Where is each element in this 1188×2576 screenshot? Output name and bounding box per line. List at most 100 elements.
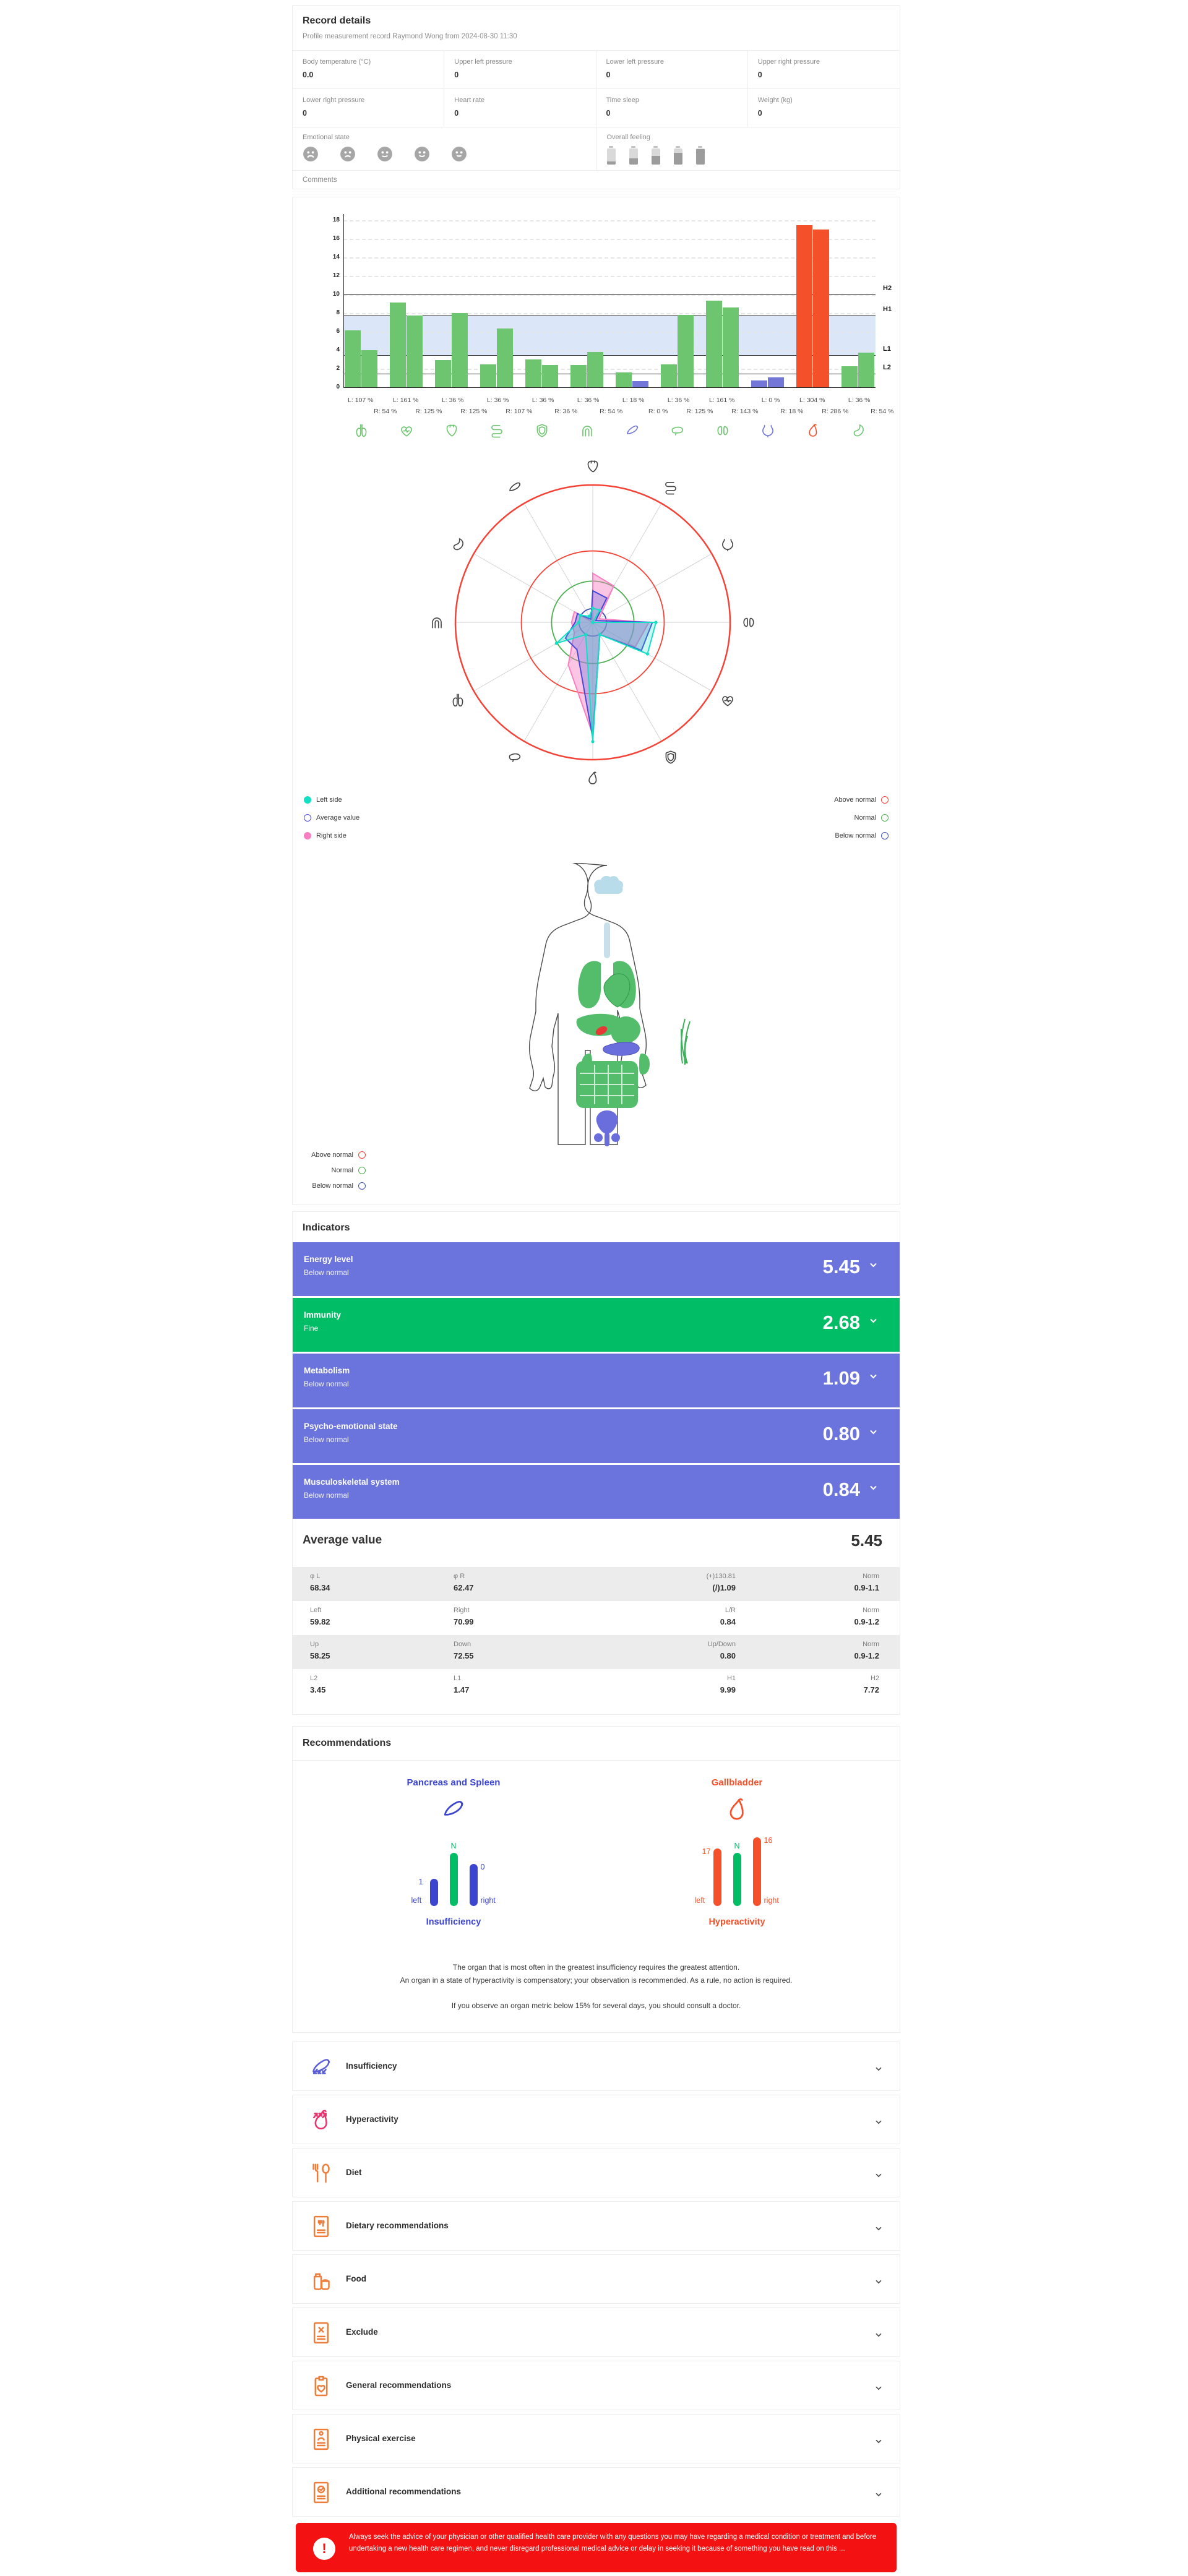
chevron-down-icon[interactable] [875, 2170, 882, 2181]
accordion-dietary-recommendations[interactable]: Dietary recommendations [292, 2201, 900, 2251]
battery-level-icon-3[interactable] [651, 146, 660, 165]
metrics-cell-up: Up 58.25 [310, 1641, 330, 1660]
very-sad-face-icon[interactable] [303, 146, 319, 165]
accordion-insufficiency[interactable]: Insufficiency [292, 2041, 900, 2091]
mini-bar-hyperactivity-0 [713, 1848, 721, 1906]
sad-face-icon[interactable] [340, 146, 356, 165]
legend-label: Below normal [835, 832, 876, 839]
percent-label-right: R: 18 % [780, 408, 804, 415]
record-details-card: Record details Profile measurement recor… [292, 5, 900, 189]
chevron-down-icon[interactable] [869, 1427, 877, 1438]
indicator-row-psycho-emotional-state[interactable]: Psycho-emotional state Below normal 0.80 [293, 1409, 900, 1463]
metric-label: Norm [863, 1641, 879, 1648]
metric-value: 72.55 [454, 1651, 474, 1660]
accordion-diet[interactable]: Diet [292, 2148, 900, 2197]
organ-brain [594, 875, 624, 895]
overall-feeling-label: Overall feeling [606, 134, 650, 141]
percent-label-left: L: 161 % [709, 397, 735, 404]
organ-bladder [596, 1110, 618, 1134]
metric-value: 58.25 [310, 1651, 330, 1660]
chevron-down-icon[interactable] [875, 2436, 882, 2447]
rec-caption: Insufficiency [426, 1917, 481, 1927]
record-field-heart-rate: Heart rate 0 [444, 88, 596, 127]
chevron-down-icon[interactable] [869, 1260, 877, 1271]
chevron-down-icon[interactable] [875, 2063, 882, 2074]
legend-label: Normal [854, 814, 876, 822]
chevron-down-icon[interactable] [875, 2276, 882, 2287]
legend-item-below-normal: Below normal [835, 832, 889, 839]
indicator-row-energy-level[interactable]: Energy level Below normal 5.45 [293, 1242, 900, 1296]
physical-exercise-icon [309, 2427, 334, 2452]
happy-face-icon[interactable] [451, 146, 467, 165]
field-value: 0 [303, 109, 307, 118]
accordion-physical-exercise[interactable]: Physical exercise [292, 2414, 900, 2463]
record-fields-grid: Body temperature (°C) 0.0 Upper left pres… [293, 50, 900, 127]
record-field-lower-left-pressure: Lower left pressure 0 [596, 50, 748, 88]
metric-label: Down [454, 1641, 471, 1648]
accordion-general-recommendations[interactable]: General recommendations [292, 2361, 900, 2410]
emotional-state-label: Emotional state [303, 134, 350, 141]
accordion-label: Additional recommendations [346, 2487, 462, 2496]
neutral-face-icon[interactable] [377, 146, 393, 165]
indicator-name: Metabolism [304, 1366, 350, 1375]
metric-label: H2 [870, 1675, 879, 1682]
legend-item-right-side: Right side [304, 832, 346, 839]
disclaimer-text: Always seek the advice of your physician… [349, 2533, 877, 2552]
record-field-upper-right-pressure: Upper right pressure 0 [747, 50, 900, 88]
bar-colon-left [570, 365, 587, 387]
bar-kidneys-right [723, 307, 739, 387]
bar-bladder-right [768, 377, 784, 387]
accordion-label: Exclude [346, 2327, 378, 2337]
rec-organ-name: Gallbladder [711, 1777, 763, 1788]
accordion-hyperactivity[interactable]: Hyperactivity [292, 2095, 900, 2144]
left-axis-label: left [411, 1896, 422, 1905]
metric-value: 70.99 [454, 1617, 474, 1626]
body-diagram [502, 862, 712, 1149]
chevron-down-icon[interactable] [875, 2223, 882, 2234]
metrics-cell-down: Down 72.55 [454, 1641, 474, 1660]
indicator-row-immunity[interactable]: Immunity Fine 2.68 [293, 1298, 900, 1352]
recommendation-note: An organ in a state of hyperactivity is … [400, 1976, 793, 1985]
chevron-down-icon[interactable] [869, 1371, 877, 1382]
indicator-row-metabolism[interactable]: Metabolism Below normal 1.09 [293, 1354, 900, 1407]
legend-label: Normal [331, 1167, 353, 1174]
smile-face-icon[interactable] [414, 146, 430, 165]
field-label: Heart rate [454, 97, 485, 104]
indicator-row-musculoskeletal-system[interactable]: Musculoskeletal system Below normal 0.84 [293, 1465, 900, 1519]
chevron-down-icon[interactable] [869, 1482, 877, 1493]
chevron-down-icon[interactable] [875, 2329, 882, 2340]
indicator-status: Below normal [304, 1491, 349, 1500]
battery-level-icon-1[interactable] [606, 146, 616, 165]
battery-level-icon-4[interactable] [673, 146, 682, 165]
bar-stomach-right [858, 352, 874, 387]
accordion-exclude[interactable]: Exclude [292, 2308, 900, 2357]
accordion-label: Insufficiency [346, 2061, 397, 2071]
chevron-down-icon[interactable] [875, 2116, 882, 2127]
immune-shield-icon [534, 423, 550, 439]
chevron-down-icon[interactable] [869, 1315, 877, 1326]
colon-icon [429, 614, 445, 630]
field-label: Time sleep [606, 97, 639, 104]
comments-field[interactable]: Comments [293, 170, 900, 189]
chevron-down-icon[interactable] [875, 2382, 882, 2394]
battery-level-icon-2[interactable] [629, 146, 638, 165]
bar-lungs-left [345, 330, 361, 387]
x-axis [343, 387, 876, 445]
accordion-additional-recommendations[interactable]: Additional recommendations [292, 2467, 900, 2517]
above-ring-icon [358, 1151, 366, 1159]
indicators-title: Indicators [303, 1222, 350, 1233]
metrics-cell-l2: L2 3.45 [310, 1675, 325, 1694]
normal-ring-icon [881, 814, 889, 822]
battery-level-icon-5[interactable] [695, 146, 705, 165]
insufficiency-icon [309, 2059, 334, 2082]
bar-gallbladder-left [796, 225, 812, 387]
chevron-down-icon[interactable] [875, 2489, 882, 2500]
lungs-icon [353, 423, 369, 439]
organ-bar-chart: 0 2 4 6 8 10 12 14 16 18 H2 H1 L1 L2 L: 107 % R: 54 % L:… [293, 197, 901, 445]
metrics-table-row: φ L 68.34 φ R 62.47 (+)130.81 (/)1.09 Norm 0.9-… [293, 1567, 900, 1601]
accordion-food[interactable]: Food [292, 2254, 900, 2304]
emotional-state-rating [303, 146, 587, 165]
metric-value: 62.47 [454, 1583, 474, 1592]
percent-label-left: L: 36 % [486, 397, 509, 404]
field-label: Upper right pressure [757, 58, 820, 66]
